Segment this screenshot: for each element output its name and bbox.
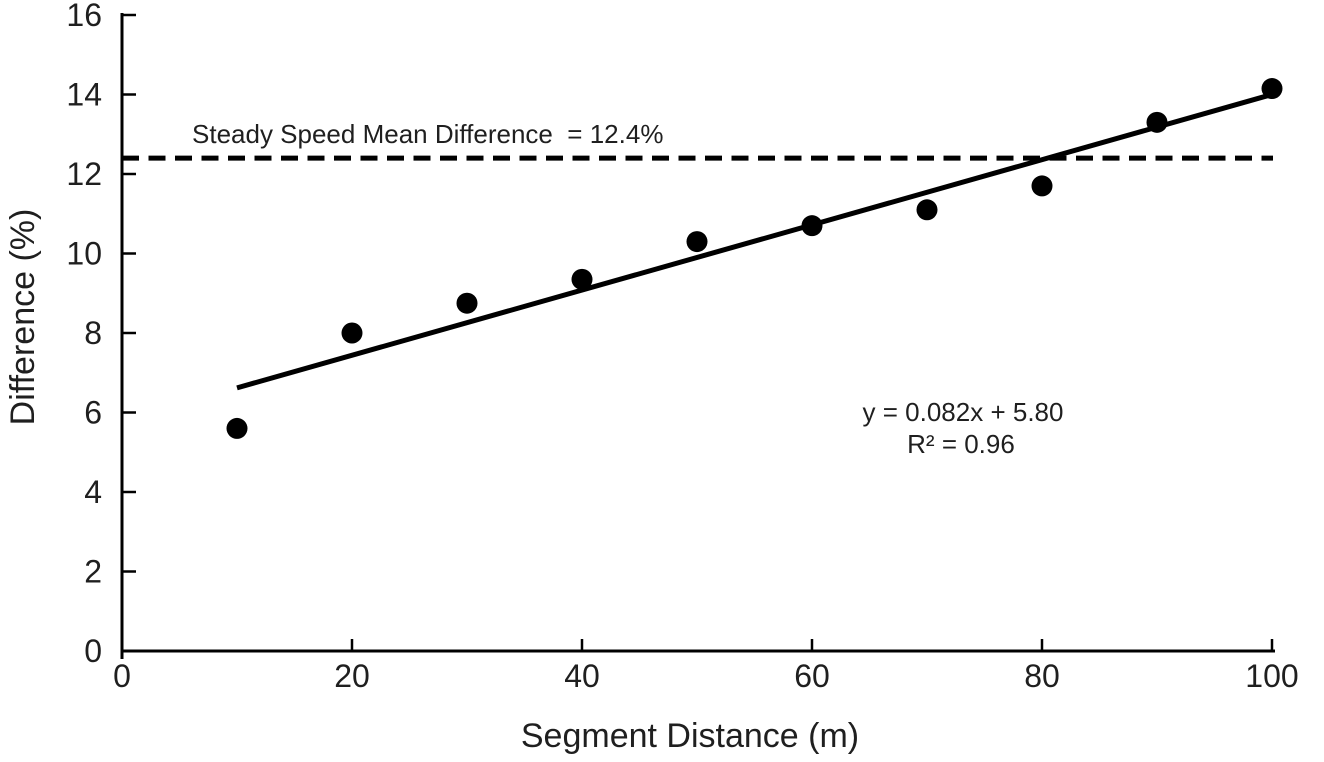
y-tick-label: 8: [84, 315, 102, 351]
data-point: [1146, 111, 1168, 133]
x-tick-label: 100: [1245, 658, 1298, 694]
y-axis-title: Difference (%): [4, 209, 42, 426]
data-point: [341, 322, 363, 344]
y-tick-label: 4: [84, 474, 102, 510]
x-tick-label: 0: [113, 658, 131, 694]
equation-label: y = 0.082x + 5.80: [863, 397, 1064, 427]
x-tick-label: 20: [334, 658, 370, 694]
data-point: [1031, 175, 1053, 197]
y-tick-label: 2: [84, 554, 102, 590]
reference-line-label: Steady Speed Mean Difference = 12.4%: [192, 119, 663, 149]
x-tick-label: 80: [1024, 658, 1060, 694]
r-squared-label: R² = 0.96: [907, 429, 1015, 459]
data-point: [686, 231, 708, 253]
y-tick-label: 0: [84, 633, 102, 669]
data-point: [226, 417, 248, 439]
y-tick-label: 12: [66, 156, 102, 192]
x-tick-label: 40: [564, 658, 600, 694]
y-tick-label: 16: [66, 0, 102, 33]
data-point: [916, 199, 938, 221]
y-tick-label: 6: [84, 395, 102, 431]
chart-generated-layer: 0 2 4 6 8 10 12 14 16 0 20 40 60 80 100: [66, 0, 1298, 694]
data-point: [571, 268, 593, 290]
trend-line: [236, 90, 1279, 391]
y-tick-label: 14: [66, 77, 102, 113]
x-tick-label: 60: [794, 658, 830, 694]
data-point: [456, 292, 478, 314]
y-tick-label: 10: [66, 236, 102, 272]
data-point: [1261, 78, 1283, 100]
x-axis-title: Segment Distance (m): [521, 717, 859, 755]
data-point: [801, 215, 823, 237]
